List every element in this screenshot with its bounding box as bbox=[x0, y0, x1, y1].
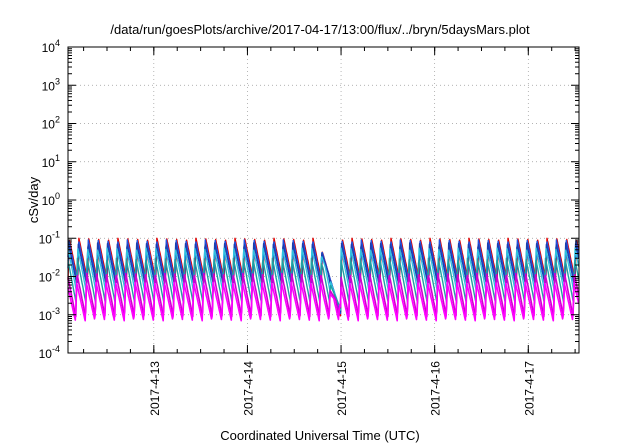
x-tick-label: 2017-4-14 bbox=[241, 361, 255, 416]
y-tick-label: 101 bbox=[42, 153, 60, 170]
series-group bbox=[67, 237, 580, 322]
x-axis-label: Coordinated Universal Time (UTC) bbox=[220, 428, 420, 443]
series-line bbox=[67, 281, 580, 322]
x-tick-label: 2017-4-17 bbox=[522, 361, 536, 416]
y-tick-label: 102 bbox=[42, 115, 60, 132]
series-line bbox=[67, 242, 580, 313]
series-line bbox=[67, 257, 580, 310]
y-tick-label: 104 bbox=[42, 38, 60, 55]
x-tick-label: 2017-4-15 bbox=[335, 361, 349, 416]
grid-lines bbox=[68, 47, 579, 353]
x-ticks: 2017-4-13 2017-4-14 2017-4-15 2017-4-16 2017… bbox=[83, 47, 576, 416]
chart-title: /data/run/goesPlots/archive/2017-04-17/1… bbox=[110, 22, 530, 37]
x-tick-label: 2017-4-13 bbox=[148, 361, 162, 416]
x-tick-label: 2017-4-16 bbox=[429, 361, 443, 416]
y-tick-label: 10-2 bbox=[39, 268, 60, 285]
y-tick-label: 100 bbox=[42, 191, 60, 208]
y-tick-label: 10-3 bbox=[39, 306, 60, 323]
y-tick-label: 10-4 bbox=[39, 344, 60, 361]
y-tick-label: 10-1 bbox=[39, 229, 60, 246]
y-tick-label: 103 bbox=[42, 76, 60, 93]
series-line bbox=[67, 247, 580, 311]
y-ticks: 10-4 10-3 10-2 10-1 100 101 102 103 104 bbox=[39, 38, 579, 361]
